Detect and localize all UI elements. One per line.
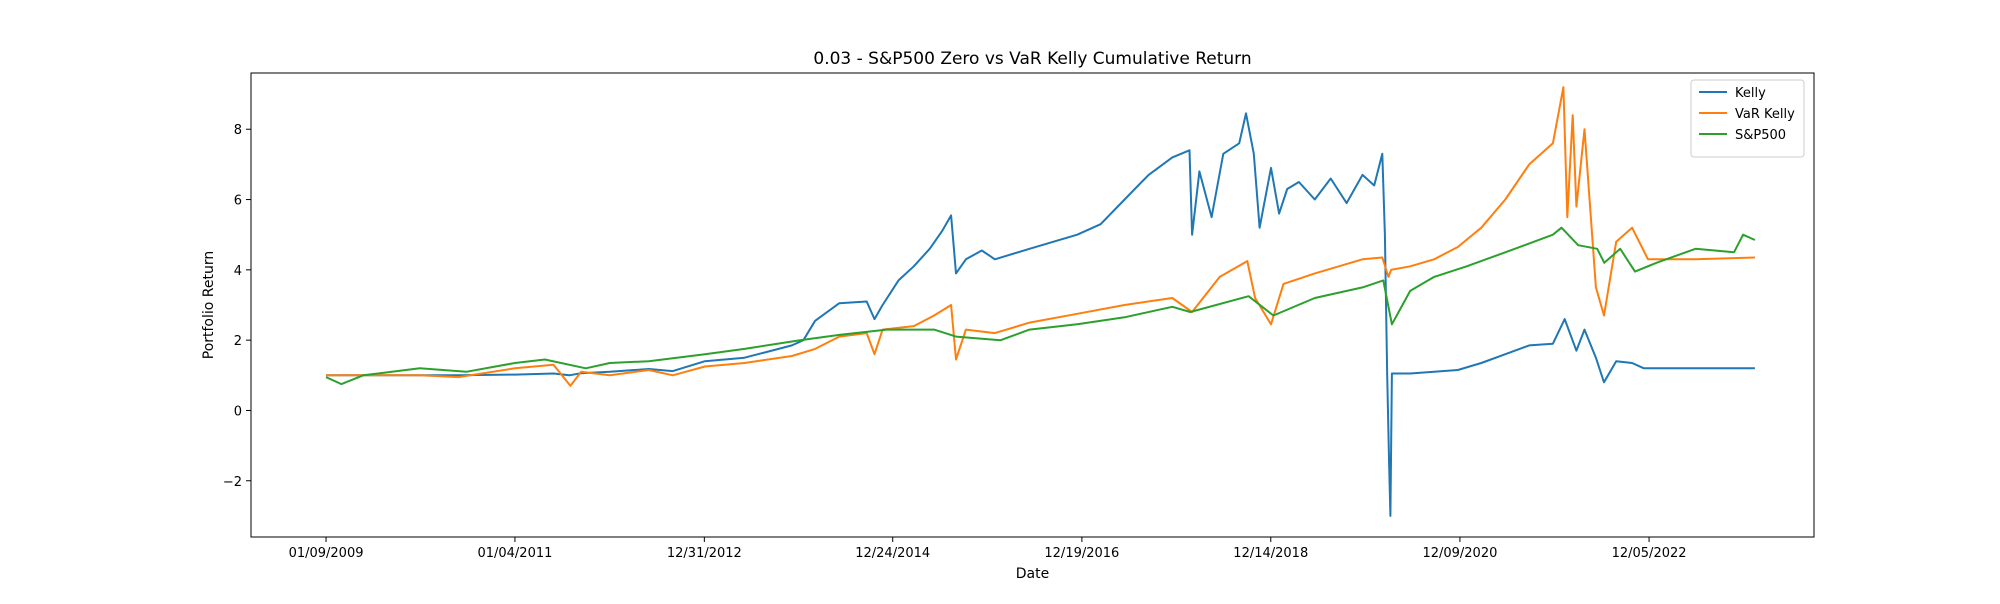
x-axis-title: Date xyxy=(1016,566,1049,582)
y-tick-label: 6 xyxy=(234,194,242,209)
legend-label: VaR Kelly xyxy=(1735,107,1795,122)
plot-frame xyxy=(250,72,1815,538)
x-tick-label: 01/04/2011 xyxy=(477,546,552,561)
y-tick-label: 2 xyxy=(234,334,242,349)
y-tick-label: 4 xyxy=(234,264,242,279)
x-tick-label: 12/14/2018 xyxy=(1233,546,1308,561)
y-tick-label: 0 xyxy=(234,404,242,419)
x-tick-label: 01/09/2009 xyxy=(289,546,364,561)
plot-lines xyxy=(325,86,1756,517)
x-tick-label: 12/24/2014 xyxy=(855,546,930,561)
x-tick-label: 12/09/2020 xyxy=(1422,546,1497,561)
series-line-s-p500 xyxy=(325,226,1756,386)
legend-box xyxy=(1690,79,1805,158)
y-tick-label: 8 xyxy=(234,123,242,138)
x-tick-label: 12/05/2022 xyxy=(1612,546,1687,561)
x-tick-label: 12/31/2012 xyxy=(667,546,742,561)
series-line-kelly xyxy=(326,112,1755,517)
x-tick-label: 12/19/2016 xyxy=(1044,546,1119,561)
legend: Kelly VaR Kelly S&P500 xyxy=(1690,79,1805,158)
y-tick-label: −2 xyxy=(223,475,242,490)
legend-label: S&P500 xyxy=(1735,128,1786,143)
chart-title: 0.03 - S&P500 Zero vs VaR Kelly Cumulati… xyxy=(813,49,1251,69)
series-line-var-kelly xyxy=(326,86,1755,387)
x-axis: 01/09/2009 01/04/2011 12/31/2012 12/24/2014… xyxy=(289,537,1687,561)
legend-label: Kelly xyxy=(1735,86,1766,101)
y-axis-title: Portfolio Return xyxy=(201,251,217,360)
y-axis: −2 0 2 4 6 8 xyxy=(223,123,251,490)
